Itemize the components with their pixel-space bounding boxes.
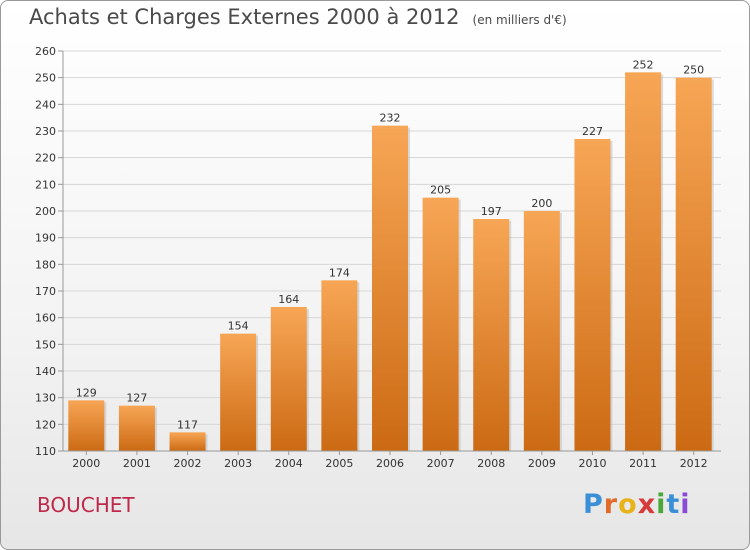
bar [473, 219, 510, 451]
y-tick-label: 250 [35, 72, 56, 85]
x-tick-label: 2010 [578, 457, 606, 470]
y-tick-label: 240 [35, 98, 56, 111]
chart-title: Achats et Charges Externes 2000 à 2012 [29, 5, 460, 29]
bar [625, 72, 662, 451]
x-tick-label: 2004 [275, 457, 303, 470]
y-tick-label: 120 [35, 418, 56, 431]
bars-layer: 129 127 117 154 164 174 232 205 197 200 227 252 250 [68, 58, 714, 452]
data-label: 117 [177, 418, 198, 431]
x-tick-label: 2002 [174, 457, 202, 470]
y-tick-label: 160 [35, 312, 56, 325]
y-tick-label: 210 [35, 178, 56, 191]
y-tick-label: 200 [35, 205, 56, 218]
x-tick-label: 2012 [680, 457, 708, 470]
data-label: 227 [582, 125, 603, 138]
bar [220, 333, 257, 451]
logo-letter: i [656, 489, 667, 520]
y-tick-label: 190 [35, 232, 56, 245]
x-tick-label: 2000 [72, 457, 100, 470]
logo-letter: o [618, 489, 638, 520]
y-tick-label: 140 [35, 365, 56, 378]
logo-letter: r [603, 489, 619, 520]
bar [169, 432, 206, 451]
x-tick-label: 2011 [629, 457, 657, 470]
data-label: 154 [228, 320, 249, 333]
y-tick-label: 110 [35, 445, 56, 458]
x-tick-label: 2007 [427, 457, 455, 470]
data-label: 205 [430, 184, 451, 197]
x-axis: 2000 2001 2002 2003 2004 2005 2006 2007 2008 2009… [63, 450, 721, 470]
y-tick-label: 230 [35, 125, 56, 138]
bar [118, 405, 155, 451]
commune-name: BOUCHET [37, 493, 135, 517]
y-tick-label: 150 [35, 338, 56, 351]
bar [574, 139, 611, 451]
bar [270, 307, 307, 451]
logo-letter: t [666, 489, 681, 520]
chart-unit: (en milliers d'€) [472, 13, 567, 27]
bar [68, 400, 105, 451]
data-label: 164 [278, 293, 299, 306]
data-label: 250 [683, 64, 704, 77]
bar [422, 197, 459, 451]
x-tick-label: 2006 [376, 457, 404, 470]
data-label: 174 [329, 266, 350, 279]
y-axis: 110 120 130 140 150 160 170 180 190 200 210 220 230 2… [35, 45, 64, 458]
logo-letter: x [637, 489, 657, 520]
bar [321, 280, 358, 451]
logo-letter: i [680, 489, 691, 520]
bar [372, 125, 408, 452]
y-tick-label: 180 [35, 258, 56, 271]
data-label: 197 [481, 205, 502, 218]
data-label: 129 [76, 386, 97, 399]
bar [675, 77, 712, 452]
x-tick-label: 2009 [528, 457, 556, 470]
data-label: 200 [531, 197, 552, 210]
x-tick-label: 2008 [477, 457, 505, 470]
y-tick-label: 130 [35, 392, 56, 405]
chart-title-block: Achats et Charges Externes 2000 à 2012 (… [29, 5, 567, 29]
bar [523, 211, 560, 451]
y-tick-label: 170 [35, 285, 56, 298]
y-tick-label: 220 [35, 152, 56, 165]
data-label: 127 [126, 392, 147, 405]
data-label: 252 [633, 58, 654, 71]
logo-letter: P [583, 489, 604, 520]
x-tick-label: 2003 [224, 457, 252, 470]
y-tick-label: 260 [35, 45, 56, 58]
data-label: 232 [380, 112, 401, 125]
x-tick-label: 2001 [123, 457, 151, 470]
proxiti-logo: Proxiti [583, 489, 691, 520]
x-tick-label: 2005 [325, 457, 353, 470]
